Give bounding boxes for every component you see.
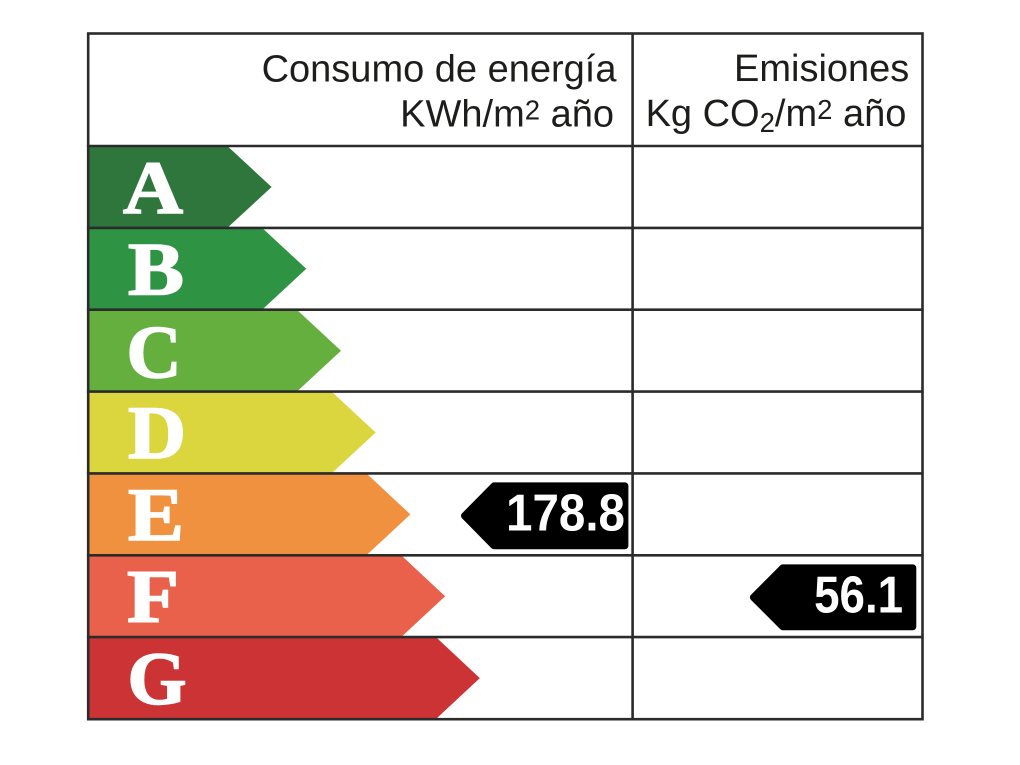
svg-text:C: C (127, 312, 182, 395)
svg-text:A: A (123, 147, 183, 230)
svg-text:Emisiones: Emisiones (734, 48, 909, 90)
svg-text:D: D (128, 392, 186, 475)
svg-text:Kg CO2/m2 año: Kg CO2/m2 año (646, 93, 907, 138)
svg-text:F: F (127, 556, 179, 639)
svg-text:178.8: 178.8 (506, 484, 625, 542)
svg-text:56.1: 56.1 (814, 566, 903, 624)
svg-text:B: B (128, 229, 184, 312)
svg-text:G: G (128, 638, 187, 721)
svg-text:E: E (128, 474, 184, 557)
svg-text:Consumo de energía: Consumo de energía (262, 49, 618, 91)
svg-text:KWh/m2 año: KWh/m2 año (400, 94, 614, 136)
